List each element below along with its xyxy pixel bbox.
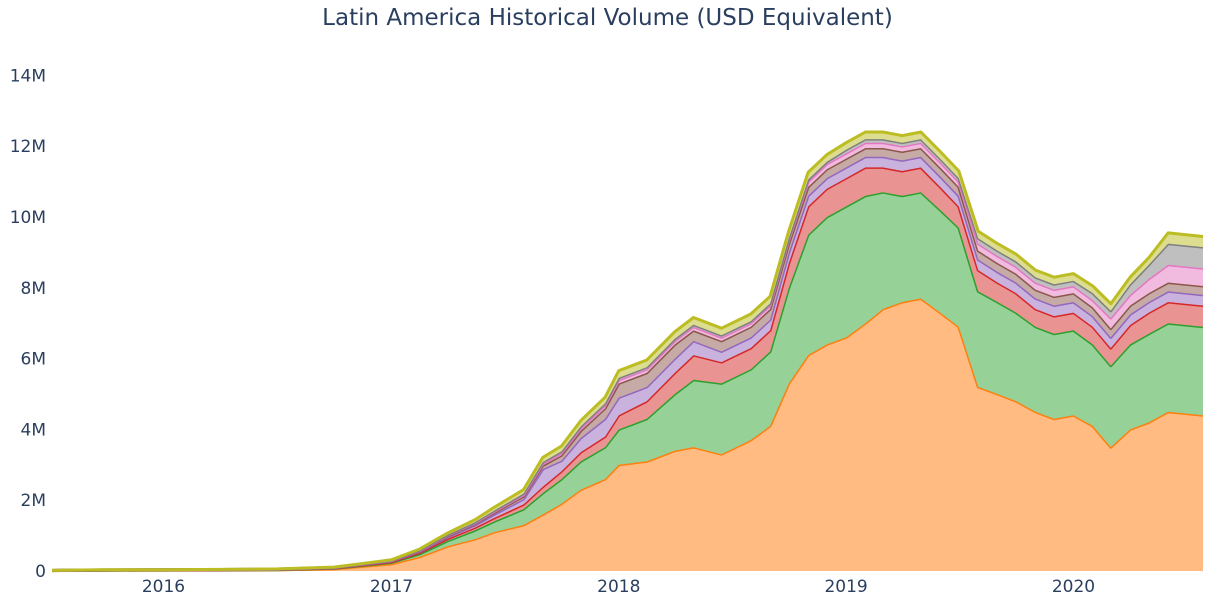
x-tick-label: 2018 [597,577,640,597]
y-tick-label: 14M [10,66,46,86]
series-2-area [52,192,1203,571]
y-tick-label: 0 [35,562,46,582]
y-tick-label: 10M [10,208,46,228]
y-axis: 0 2M 4M 6M 8M 10M 12M 14M [10,66,46,582]
x-tick-label: 2017 [370,577,413,597]
stacked-area-series [51,130,1204,573]
x-tick-label: 2019 [824,577,867,597]
x-axis: 2016 2017 2018 2019 2020 [142,577,1095,597]
y-tick-label: 8M [21,279,46,299]
y-tick-label: 4M [21,420,46,440]
x-tick-label: 2020 [1052,577,1095,597]
y-tick-label: 12M [10,137,46,157]
series-1-area [52,298,1203,571]
x-tick-label: 2016 [142,577,185,597]
series-8-line [51,130,1204,572]
y-tick-label: 2M [21,491,46,511]
chart-title: Latin America Historical Volume (USD Equ… [322,5,893,31]
y-tick-label: 6M [21,350,46,370]
